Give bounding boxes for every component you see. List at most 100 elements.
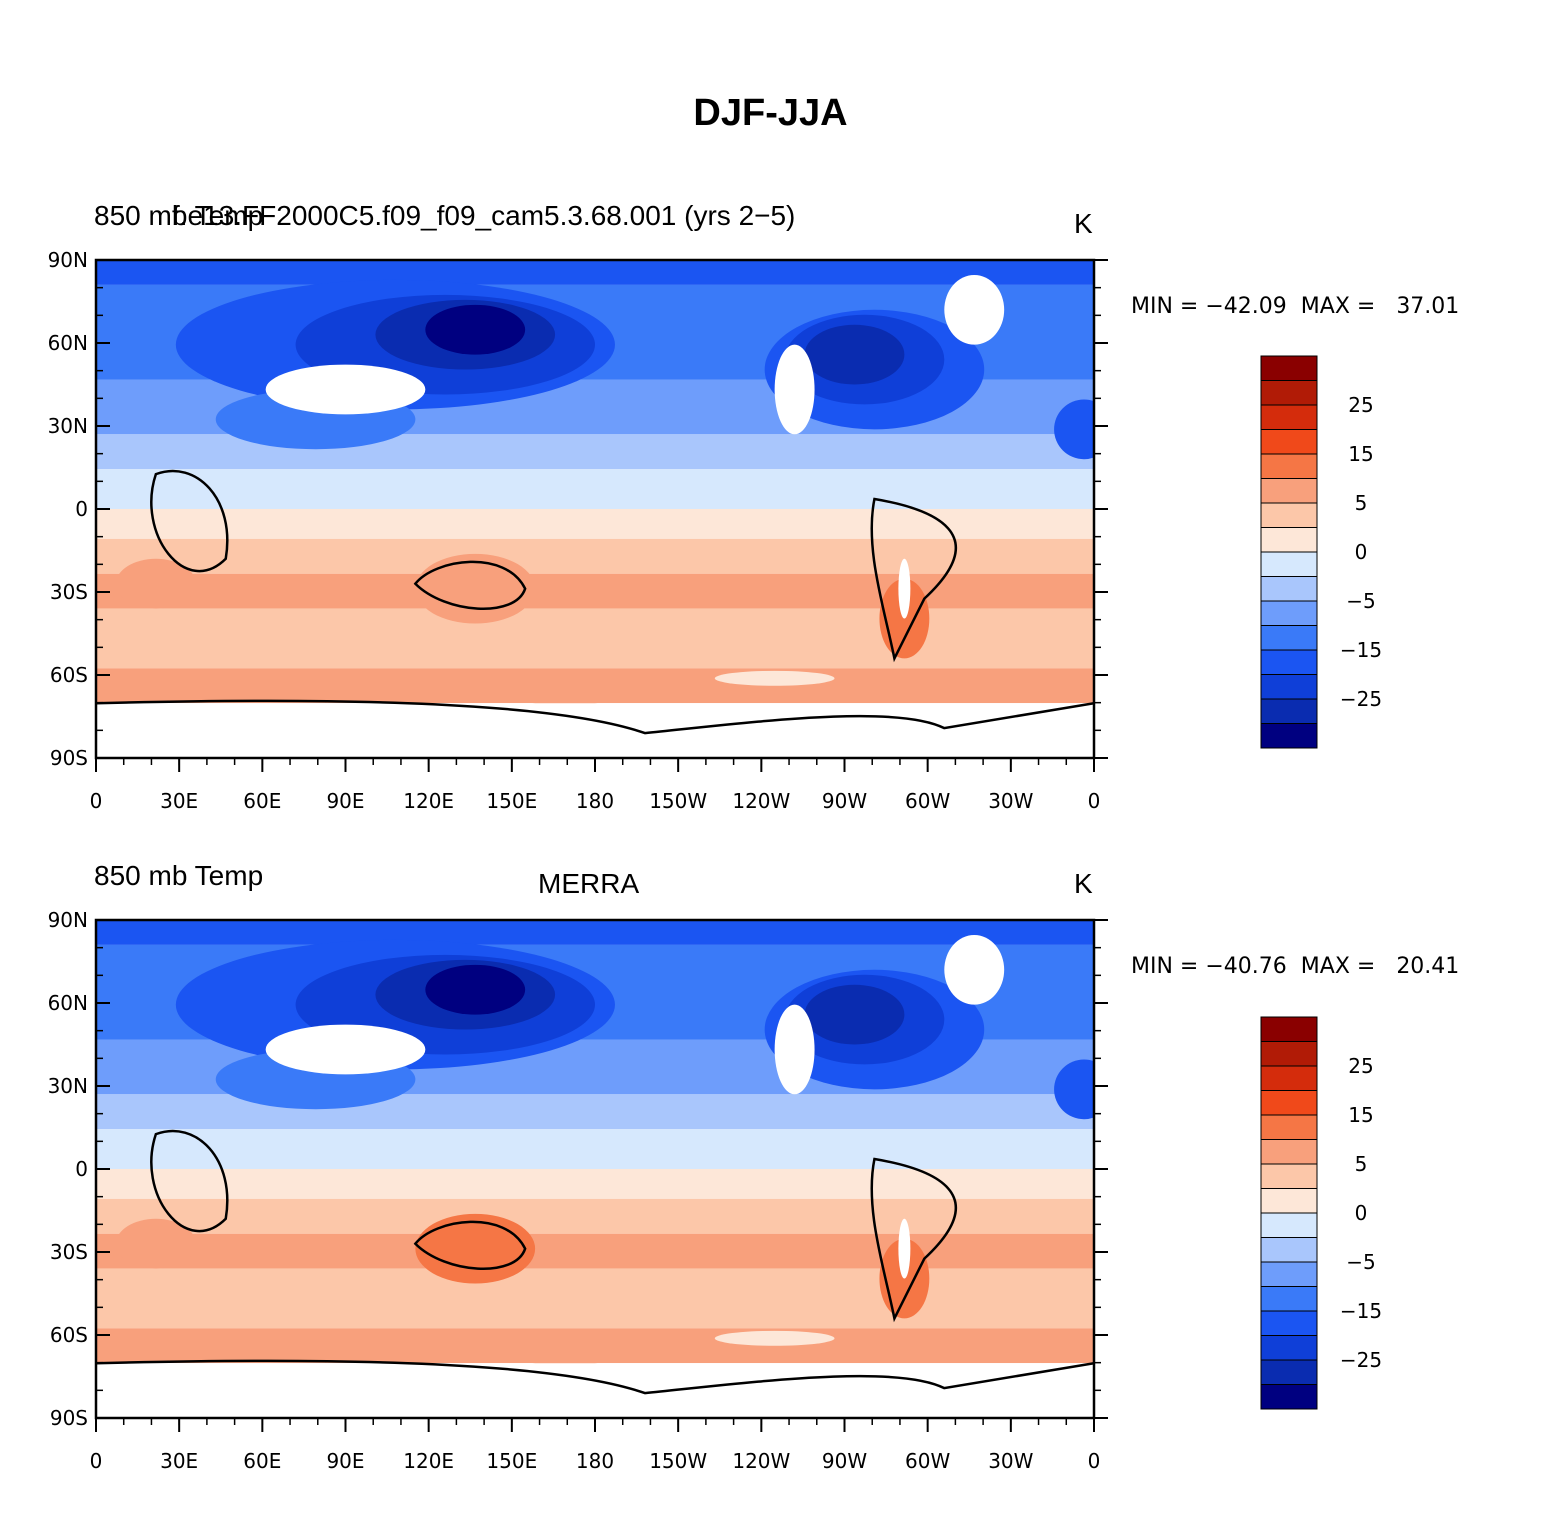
rockies-mask — [774, 1004, 815, 1095]
lon-tick-label: 30W — [988, 1449, 1033, 1473]
colorbar-box — [1260, 1310, 1318, 1336]
colorbar-label: 5 — [1355, 491, 1368, 515]
colorbar-label: 25 — [1348, 1054, 1373, 1078]
lon-tick-label: 90W — [822, 789, 867, 813]
panel2-max-value: 20.41 — [1396, 954, 1460, 979]
lon-tick-label: 120W — [732, 789, 790, 813]
lon-tick-label: 0 — [90, 789, 103, 813]
colorbar-box — [1260, 453, 1318, 479]
colorbar-box — [1260, 576, 1318, 602]
lon-tick-label: 150W — [649, 789, 707, 813]
lat-tick-label: 30N — [48, 414, 88, 438]
colorbar-box — [1260, 723, 1318, 749]
colorbar-label: −15 — [1340, 1299, 1382, 1323]
lon-tick-label: 120E — [403, 1449, 454, 1473]
lon-tick-label: 60E — [243, 789, 281, 813]
colorbar-box — [1260, 1384, 1318, 1410]
colorbar-box — [1260, 1335, 1318, 1361]
rockies-mask — [774, 344, 815, 435]
lat-tick-label: 90N — [48, 908, 88, 932]
lat-tick-label: 60S — [50, 1323, 88, 1347]
colorbar-box — [1260, 429, 1318, 455]
lon-tick-label: 0 — [90, 1449, 103, 1473]
lat-tick-label: 90S — [50, 746, 88, 770]
colorbar-box — [1260, 1286, 1318, 1312]
panel1-units: K — [1074, 208, 1093, 239]
lat-tick-label: 60N — [48, 991, 88, 1015]
panel1-max-label: MAX = — [1300, 294, 1383, 319]
tibet-mask — [265, 1024, 426, 1075]
colorbar-label: −5 — [1346, 589, 1375, 613]
greenland-mask — [944, 934, 1005, 1005]
lon-tick-label: 180 — [576, 789, 614, 813]
panel2-min-max: MIN = −40.76 MAX = 20.41 — [1131, 954, 1459, 979]
colorbar-box — [1260, 1359, 1318, 1385]
panel1-min-label: MIN = — [1131, 294, 1206, 319]
panel2-left-title: 850 mb Temp — [94, 860, 264, 891]
panel2-center-title: MERRA — [538, 868, 640, 899]
panel1-center-title: f.e13.FF2000C5.f09_f09_cam5.3.68.001 (yr… — [172, 200, 796, 231]
lon-tick-label: 120W — [732, 1449, 790, 1473]
lat-tick-label: 60S — [50, 663, 88, 687]
europe-edge-cold-region — [1054, 399, 1094, 460]
colorbar-label: −25 — [1340, 1348, 1382, 1372]
colorbar-box — [1260, 502, 1318, 528]
colorbar-box — [1260, 380, 1318, 406]
colorbar-label: −15 — [1340, 638, 1382, 662]
panel1-colorbar: 25 15 5 0 −5 −15 −25 — [1260, 355, 1382, 749]
southern-africa-warm-region — [115, 558, 196, 609]
panel2-max-label: MAX = — [1300, 954, 1383, 979]
southern-ocean-light-region — [714, 1330, 835, 1346]
colorbar-box — [1260, 698, 1318, 724]
colorbar-label: 0 — [1355, 540, 1368, 564]
europe-edge-cold-region — [1054, 1059, 1094, 1120]
siberia-deep-core — [425, 964, 526, 1015]
colorbar-box — [1260, 404, 1318, 430]
colorbar-box — [1260, 600, 1318, 626]
figure-title: DJF-JJA — [693, 92, 848, 134]
canada-core-region — [804, 984, 905, 1045]
lon-tick-label: 60W — [905, 789, 950, 813]
antarctica-mask — [96, 1363, 1094, 1418]
australia-warm-region — [415, 553, 536, 624]
greenland-mask — [944, 274, 1005, 345]
colorbar-label: −5 — [1346, 1250, 1375, 1274]
panel1-max-value: 37.01 — [1396, 294, 1460, 319]
australia-warm-region — [415, 1213, 536, 1284]
lon-tick-label: 30W — [988, 789, 1033, 813]
lon-tick-label: 90E — [326, 1449, 364, 1473]
lon-tick-label: 60W — [905, 1449, 950, 1473]
panel1-min-value: −42.09 — [1205, 294, 1287, 319]
lat-tick-label: 30S — [50, 580, 88, 604]
colorbar-label: 5 — [1355, 1152, 1368, 1176]
antarctica-mask — [96, 703, 1094, 758]
lon-tick-label: 60E — [243, 1449, 281, 1473]
lat-tick-label: 90S — [50, 1406, 88, 1430]
canada-core-region — [804, 324, 905, 385]
colorbar-box — [1260, 355, 1318, 381]
colorbar-box — [1260, 674, 1318, 700]
panel1-min-max: MIN = −42.09 MAX = 37.01 — [1131, 294, 1459, 319]
panel2-min-value: −40.76 — [1205, 954, 1287, 979]
colorbar-box — [1260, 649, 1318, 675]
colorbar-box — [1260, 527, 1318, 553]
colorbar-box — [1260, 1065, 1318, 1091]
lat-tick-label: 30S — [50, 1240, 88, 1264]
lat-tick-label: 60N — [48, 331, 88, 355]
colorbar-box — [1260, 1212, 1318, 1238]
colorbar-box — [1260, 1090, 1318, 1116]
coastline — [96, 1129, 1094, 1395]
colorbar-label: 25 — [1348, 393, 1373, 417]
colorbar-box — [1260, 551, 1318, 577]
andes-mask — [898, 1218, 911, 1279]
lon-tick-label: 90E — [326, 789, 364, 813]
lon-tick-label: 150E — [486, 789, 537, 813]
lon-tick-label: 30E — [160, 1449, 198, 1473]
panel1-left-title: 850 mb Temp — [94, 200, 264, 231]
lat-tick-label: 30N — [48, 1074, 88, 1098]
colorbar-box — [1260, 1237, 1318, 1263]
lat-tick-label: 0 — [75, 1157, 88, 1181]
